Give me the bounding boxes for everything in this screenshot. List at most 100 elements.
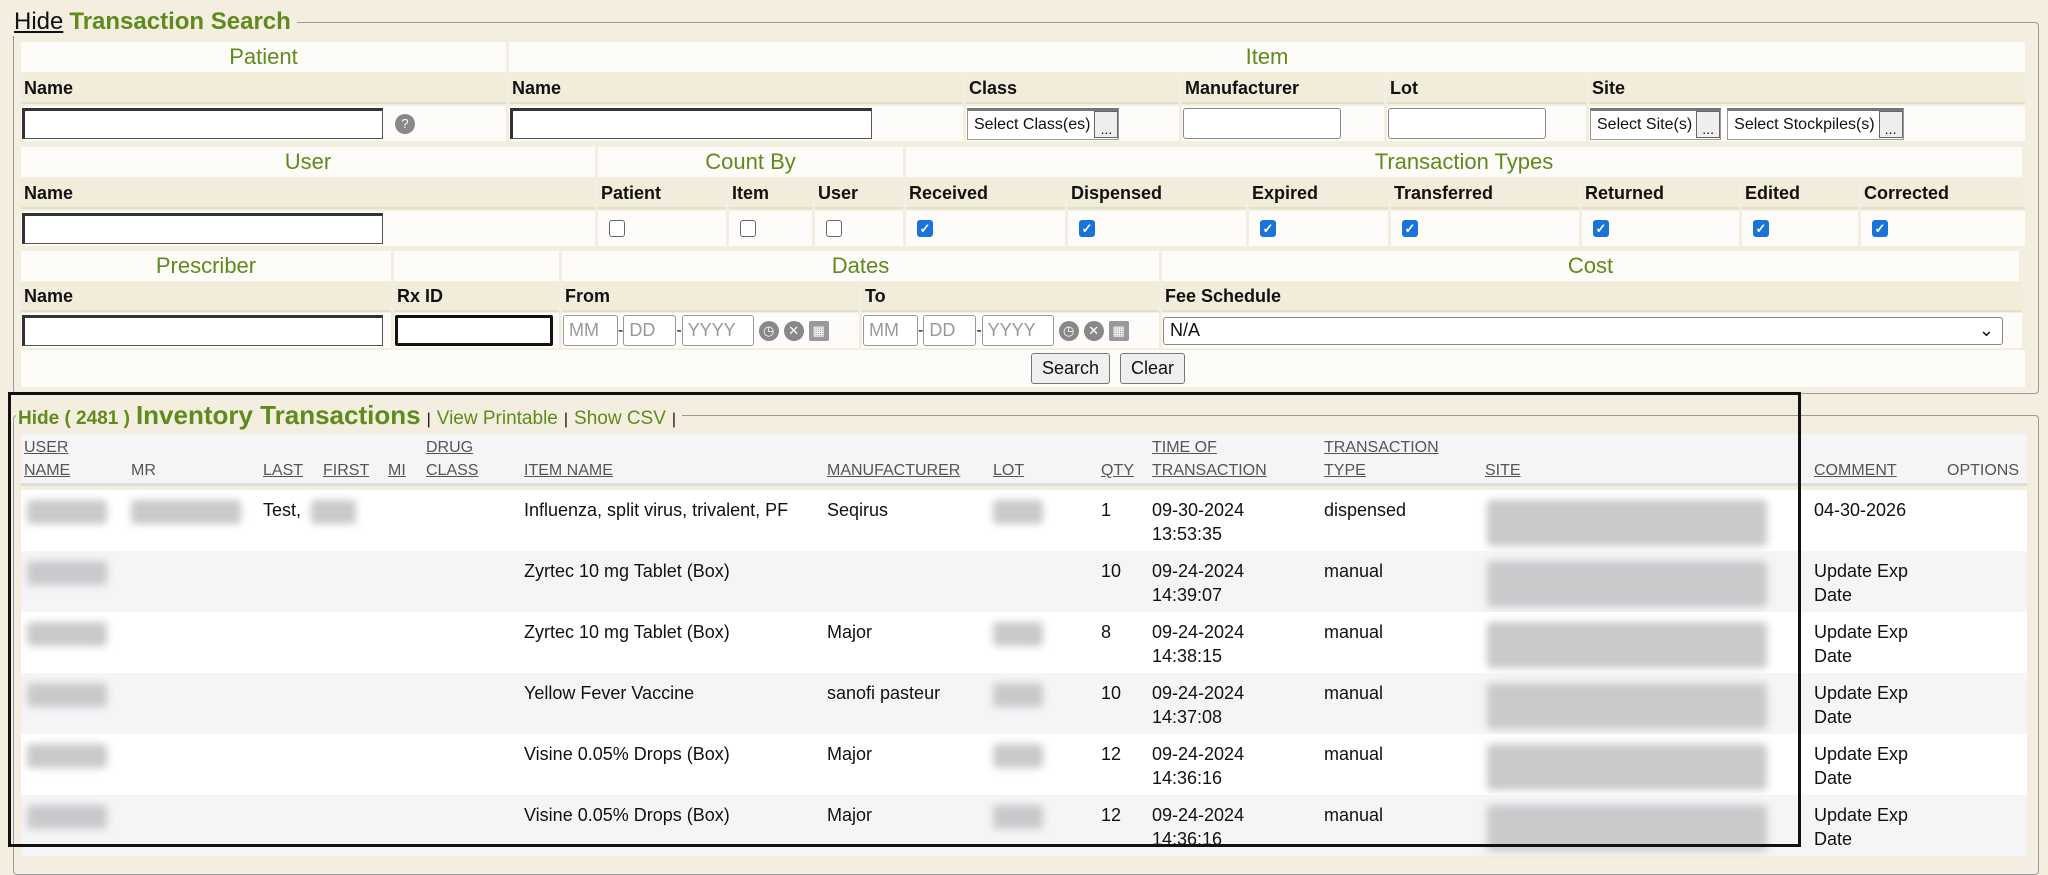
checkbox-dispensed[interactable]: ✓ xyxy=(1079,220,1095,237)
from-day-input[interactable]: DD xyxy=(623,315,677,346)
clear-x-icon[interactable]: ✕ xyxy=(783,320,804,341)
from-year-input[interactable]: YYYY xyxy=(681,315,754,346)
redacted-mr xyxy=(131,500,241,524)
cell-item-name: Visine 0.05% Drops (Box) xyxy=(524,744,730,764)
manufacturer-input[interactable] xyxy=(1183,108,1341,139)
col-site[interactable]: SITE xyxy=(1485,462,1521,479)
help-icon[interactable]: ? xyxy=(395,113,415,134)
calendar-icon[interactable]: ▦ xyxy=(808,320,829,341)
cell-manufacturer: sanofi pasteur xyxy=(827,683,941,703)
cell-transaction-type: manual xyxy=(1324,805,1384,825)
clear-button[interactable]: Clear xyxy=(1120,353,1186,384)
hide-search-link[interactable]: Hide xyxy=(14,8,64,35)
transaction-types-section: Transaction Types xyxy=(906,147,2022,177)
checkbox-edited[interactable]: ✓ xyxy=(1753,220,1769,237)
prescriber-name-input[interactable] xyxy=(22,315,383,346)
stockpile-browse-button[interactable]: ... xyxy=(1878,111,1903,138)
chevron-down-icon: ⌄ xyxy=(1978,320,1994,340)
checkbox-patient[interactable] xyxy=(609,220,625,237)
from-date: MM - DD - YYYY ◷ ✕ ▦ xyxy=(562,313,859,348)
checkbox-transferred[interactable]: ✓ xyxy=(1402,220,1418,237)
from-label: From xyxy=(562,282,859,312)
col-drug-class[interactable]: DRUG CLASS xyxy=(426,439,479,479)
redacted-lot xyxy=(993,683,1043,707)
col-last[interactable]: LAST xyxy=(263,462,304,479)
table-header: USER NAME MR LAST FIRST MI DRUG CLASS ITEM… xyxy=(21,434,2027,486)
clock-icon[interactable]: ◷ xyxy=(1058,320,1079,341)
view-printable-link[interactable]: View Printable xyxy=(436,408,558,429)
to-date: MM - DD - YYYY ◷ ✕ ▦ xyxy=(862,313,1159,348)
redacted-first-name xyxy=(311,500,356,524)
item-name-input[interactable] xyxy=(510,108,872,139)
site-browse-button[interactable]: ... xyxy=(1696,111,1721,138)
prescriber-name-label: Name xyxy=(21,282,391,312)
col-time[interactable]: TIME OF TRANSACTION xyxy=(1152,439,1267,479)
to-day-input[interactable]: DD xyxy=(923,315,977,346)
fee-schedule-select[interactable]: N/A ⌄ xyxy=(1163,316,2003,345)
table-row[interactable]: Zyrtec 10 mg Tablet (Box) Major 8 09-24-202… xyxy=(21,612,2027,673)
class-browse-button[interactable]: ... xyxy=(1094,111,1119,138)
table-row[interactable]: Test, Influenza, split virus, trivalent, … xyxy=(21,490,2027,551)
clock-icon[interactable]: ◷ xyxy=(758,320,779,341)
item-name-label: Name xyxy=(509,74,963,104)
table-row[interactable]: Visine 0.05% Drops (Box) Major 12 09-24-202… xyxy=(21,734,2027,795)
cell-qty: 12 xyxy=(1101,805,1122,825)
col-mi[interactable]: MI xyxy=(388,462,406,479)
table-row[interactable]: Visine 0.05% Drops (Box) Major 12 09-24-202… xyxy=(21,795,2027,856)
cell-transaction-type: manual xyxy=(1324,744,1384,764)
fee-schedule-label: Fee Schedule xyxy=(1162,282,2022,312)
checkbox-returned[interactable]: ✓ xyxy=(1593,220,1609,237)
col-comment[interactable]: COMMENT xyxy=(1814,462,1897,479)
clear-x-icon[interactable]: ✕ xyxy=(1083,320,1104,341)
cell-item-name: Zyrtec 10 mg Tablet (Box) xyxy=(524,622,730,642)
col-qty[interactable]: QTY xyxy=(1101,462,1134,479)
col-manufacturer[interactable]: MANUFACTURER xyxy=(827,462,961,479)
col-transaction-type[interactable]: TRANSACTION TYPE xyxy=(1324,439,1439,479)
table-row[interactable]: Yellow Fever Vaccine sanofi pasteur 10 09-2… xyxy=(21,673,2027,734)
show-csv-link[interactable]: Show CSV xyxy=(574,408,666,429)
redacted-user-name xyxy=(27,561,107,585)
col-lot[interactable]: LOT xyxy=(993,462,1025,479)
inventory-legend: Hide ( 2481 ) Inventory Transactions | V… xyxy=(16,400,683,431)
col-item-name[interactable]: ITEM NAME xyxy=(524,462,613,479)
checkbox-item[interactable] xyxy=(740,220,756,237)
to-year-input[interactable]: YYYY xyxy=(981,315,1054,346)
site-label: Site xyxy=(1589,74,2025,104)
redacted-site xyxy=(1487,805,1767,851)
item-section: Item xyxy=(509,42,2025,72)
checkbox-corrected[interactable]: ✓ xyxy=(1872,220,1888,237)
manufacturer-label: Manufacturer xyxy=(1182,74,1384,104)
to-month-input[interactable]: MM xyxy=(863,315,918,346)
checkbox-user[interactable] xyxy=(826,220,842,237)
prescriber-section: Prescriber xyxy=(21,251,391,281)
stockpile-select[interactable]: Select Stockpiles(s)... xyxy=(1727,107,1904,140)
cell-qty: 1 xyxy=(1101,500,1112,520)
patient-name-input[interactable] xyxy=(22,108,383,139)
search-button[interactable]: Search xyxy=(1030,353,1111,384)
table-row[interactable]: Zyrtec 10 mg Tablet (Box) 10 09-24-2024 14:… xyxy=(21,551,2027,612)
redacted-user-name xyxy=(27,744,107,768)
cell-manufacturer: Major xyxy=(827,805,873,825)
rx-id-label: Rx ID xyxy=(394,282,559,312)
class-select[interactable]: Select Class(es)... xyxy=(967,107,1120,140)
col-first[interactable]: FIRST xyxy=(323,462,370,479)
checkbox-expired[interactable]: ✓ xyxy=(1260,220,1276,237)
rx-id-input[interactable] xyxy=(395,315,553,346)
redacted-user-name xyxy=(27,622,107,646)
col-mr: MR xyxy=(131,462,156,479)
calendar-icon[interactable]: ▦ xyxy=(1108,320,1129,341)
count-by-section: Count By xyxy=(598,147,903,177)
inventory-title: Inventory Transactions xyxy=(135,400,421,430)
cell-manufacturer: Major xyxy=(827,622,873,642)
from-month-input[interactable]: MM xyxy=(563,315,618,346)
option-label: Patient xyxy=(598,179,726,209)
user-name-input[interactable] xyxy=(22,213,383,244)
cell-qty: 8 xyxy=(1101,622,1112,642)
site-select[interactable]: Select Site(s)... xyxy=(1590,107,1722,140)
col-user-name[interactable]: USER NAME xyxy=(24,439,71,479)
cell-comment: Update Exp Date xyxy=(1814,561,1909,605)
hide-inventory-link[interactable]: Hide ( 2481 ) xyxy=(18,408,130,429)
lot-input[interactable] xyxy=(1388,108,1546,139)
checkbox-received[interactable]: ✓ xyxy=(917,220,933,237)
option-label: Item xyxy=(729,179,812,209)
